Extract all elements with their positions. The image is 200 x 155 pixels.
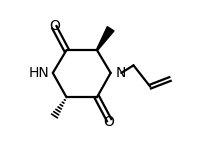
Text: O: O: [104, 115, 115, 129]
Polygon shape: [96, 27, 114, 50]
Text: N: N: [115, 66, 126, 80]
Text: O: O: [49, 19, 60, 33]
Text: HN: HN: [29, 66, 50, 80]
